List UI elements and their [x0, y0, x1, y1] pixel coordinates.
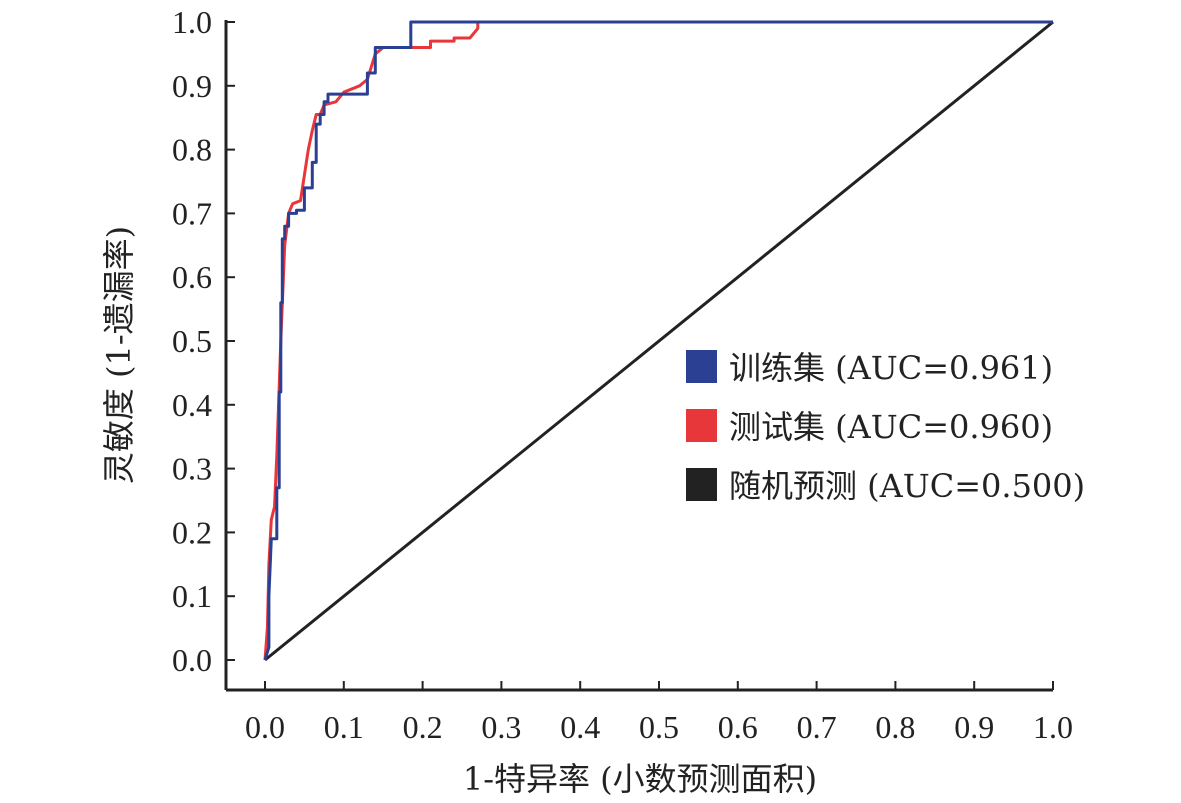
legend-swatch	[686, 350, 717, 383]
y-tick-label: 0.6	[172, 259, 212, 295]
x-tick-label: 1.0	[1033, 709, 1073, 745]
y-tick-label: 0.8	[172, 132, 212, 168]
x-tick-label: 0.3	[481, 709, 521, 745]
y-tick-label: 0.0	[172, 642, 212, 678]
series-line-0	[263, 20, 1053, 661]
y-tick-label: 1.0	[172, 4, 212, 40]
x-axis-title: 1-特异率 (小数预测面积)	[463, 760, 817, 798]
x-tick-label: 0.4	[560, 709, 600, 745]
x-tick-label: 0.6	[718, 709, 758, 745]
y-tick-label: 0.3	[172, 451, 212, 487]
legend: 训练集 (AUC=0.961) 测试集 (AUC=0.960) 随机预测 (AUC=…	[686, 349, 1085, 505]
y-tick-label: 0.2	[172, 514, 212, 550]
x-tick-label: 0.2	[403, 709, 443, 745]
legend-label: 测试集 (AUC=0.960)	[729, 408, 1053, 446]
y-tick-label: 0.9	[172, 68, 212, 104]
x-tick-label: 0.5	[639, 709, 679, 745]
x-tick-label: 0.1	[324, 709, 364, 745]
x-tick-label: 0.9	[954, 709, 994, 745]
legend-label: 随机预测 (AUC=0.500)	[729, 467, 1085, 505]
y-tick-label: 0.1	[172, 578, 212, 614]
y-axis-title: 灵敏度 (1-遗漏率)	[100, 226, 138, 484]
x-tick-label: 0.7	[797, 709, 837, 745]
y-tick-label: 0.7	[172, 195, 212, 231]
series-layer	[263, 20, 1054, 662]
legend-label: 训练集 (AUC=0.961)	[729, 349, 1053, 387]
axes-layer	[224, 20, 1053, 692]
legend-swatch	[686, 409, 717, 442]
y-tick-label: 0.5	[172, 323, 212, 359]
series-line-2	[264, 20, 1054, 662]
x-tick-label: 0.0	[245, 709, 285, 745]
ticks-layer: 0.0 0.1 0.2 0.3 0.4 0.5 0.6 0.7 0.8 0.9 1.0 0.0 0.1 0…	[172, 4, 1073, 745]
y-tick-label: 0.4	[172, 387, 212, 423]
x-tick-label: 0.8	[875, 709, 915, 745]
legend-swatch	[686, 468, 717, 501]
